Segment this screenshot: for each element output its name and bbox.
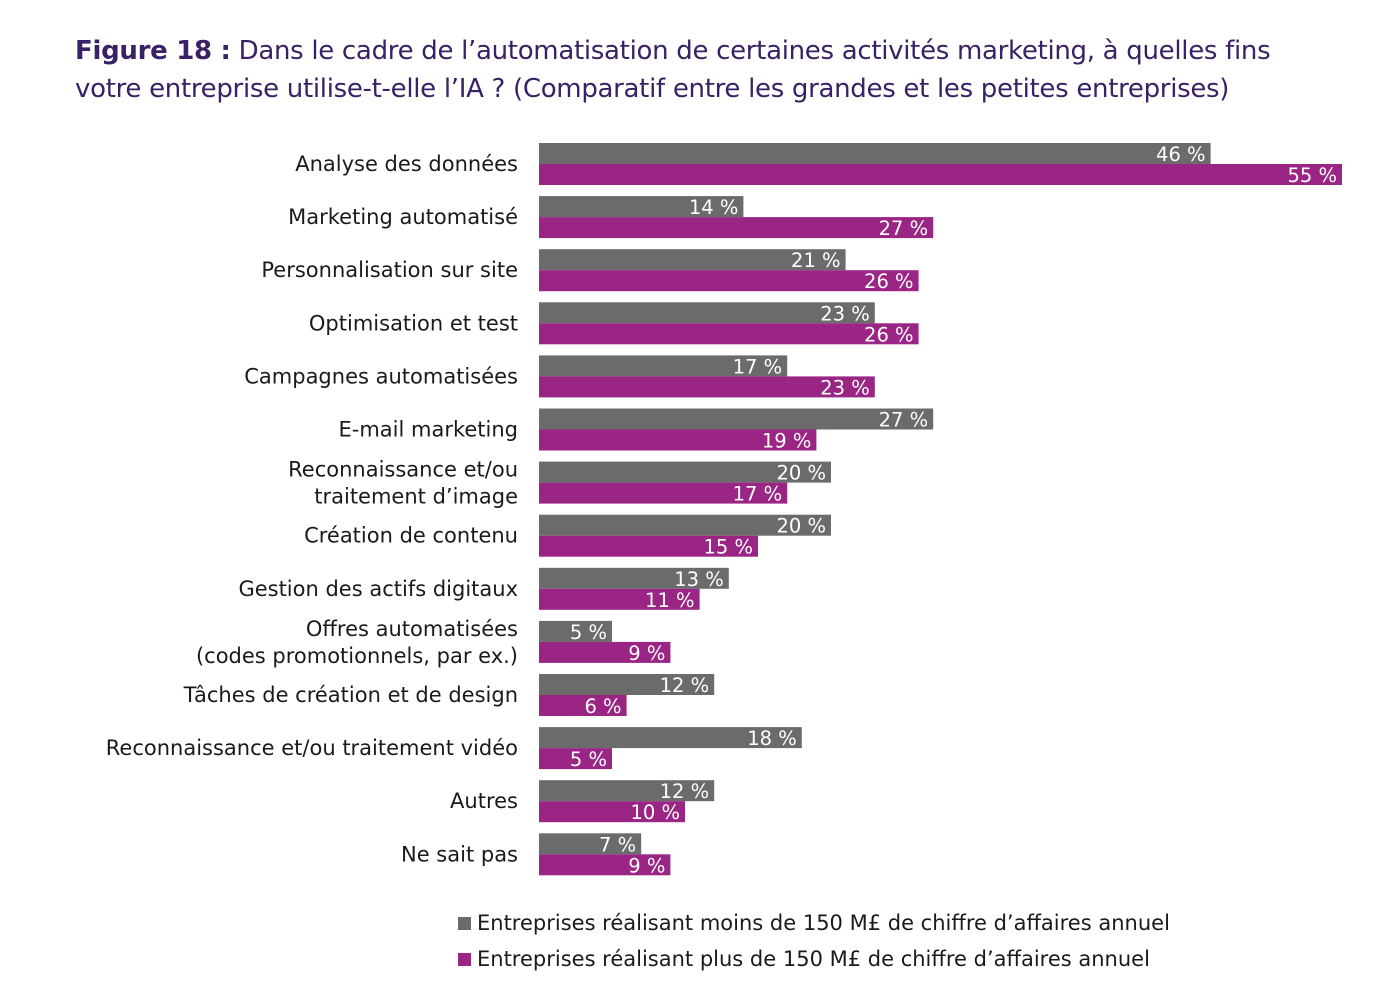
category-label: Gestion des actifs digitaux <box>238 577 518 601</box>
category-label: Tâches de création et de design <box>183 683 518 707</box>
figure-label: Figure 18 : <box>75 36 231 66</box>
title-text: Dans le cadre de l’automatisation de cer… <box>75 36 1271 104</box>
category-label: Optimisation et test <box>309 311 518 335</box>
data-label: 46 % <box>1156 143 1206 166</box>
data-label: 12 % <box>660 780 710 803</box>
legend-swatch-small <box>458 916 471 930</box>
legend-swatch-large <box>458 952 471 966</box>
bar-large-companies <box>539 482 788 504</box>
bar-large-companies <box>539 588 700 610</box>
bar-small-companies <box>539 196 744 218</box>
category-label: Reconnaissance et/ou traitement vidéo <box>106 736 518 760</box>
bar-large-companies <box>539 695 627 716</box>
bar-large-companies <box>539 429 817 451</box>
data-label: 55 % <box>1287 164 1337 187</box>
bar-chart: Analyse des données 46 % 55 % Marketing aut… <box>106 143 1342 877</box>
data-label: 26 % <box>864 323 914 346</box>
legend: Entreprises réalisant moins de 150 M£ de… <box>458 905 1170 977</box>
data-label: 14 % <box>689 196 739 219</box>
data-label: 20 % <box>776 515 826 538</box>
data-label: 11 % <box>645 589 695 612</box>
bar-large-companies <box>539 376 875 398</box>
bar-small-companies <box>539 727 802 749</box>
data-label: 7 % <box>599 833 636 856</box>
chart-title: Figure 18 : Dans le cadre de l’automatis… <box>75 32 1315 108</box>
bar-small-companies <box>539 249 846 271</box>
data-label: 27 % <box>879 409 929 432</box>
bar-small-companies <box>539 143 1211 164</box>
bar-large-companies <box>539 164 1342 185</box>
category-label: Reconnaissance et/ou traitement d’image <box>288 458 518 509</box>
bar-large-companies <box>539 270 919 292</box>
data-label: 15 % <box>703 536 753 559</box>
bar-small-companies <box>539 674 715 695</box>
bar-large-companies <box>539 323 919 345</box>
bar-small-companies <box>539 514 831 536</box>
bar-small-companies <box>539 408 934 430</box>
data-label: 20 % <box>776 462 826 485</box>
category-label: Création de contenu <box>304 524 518 548</box>
category-label: Marketing automatisé <box>288 205 518 229</box>
data-label: 19 % <box>762 430 812 453</box>
data-label: 5 % <box>570 748 607 771</box>
data-label: 10 % <box>630 801 680 824</box>
category-label: Ne sait pas <box>401 842 518 866</box>
bar-small-companies <box>539 620 612 642</box>
bar-small-companies <box>539 567 729 589</box>
bar-large-companies <box>539 641 671 663</box>
bar-large-companies <box>539 535 758 557</box>
data-label: 27 % <box>879 217 929 240</box>
bar-large-companies <box>539 801 685 823</box>
data-label: 21 % <box>791 249 841 272</box>
data-label: 18 % <box>747 727 797 750</box>
bar-small-companies <box>539 461 831 483</box>
legend-item-small: Entreprises réalisant moins de 150 M£ de… <box>458 905 1170 941</box>
category-label: Campagnes automatisées <box>244 364 518 388</box>
legend-label-large: Entreprises réalisant plus de 150 M£ de … <box>477 947 1150 971</box>
category-label: E-mail marketing <box>338 418 518 442</box>
data-label: 23 % <box>820 302 870 325</box>
bar-large-companies <box>539 854 671 876</box>
bar-large-companies <box>539 748 612 770</box>
bar-large-companies <box>539 217 934 239</box>
data-label: 9 % <box>628 642 665 665</box>
category-label: Analyse des données <box>295 152 518 176</box>
legend-item-large: Entreprises réalisant plus de 150 M£ de … <box>458 941 1170 977</box>
data-label: 23 % <box>820 376 870 399</box>
data-label: 13 % <box>674 568 724 591</box>
bar-small-companies <box>539 355 788 377</box>
data-label: 17 % <box>733 483 783 506</box>
data-label: 12 % <box>660 674 710 697</box>
category-label: Autres <box>450 789 518 813</box>
bar-small-companies <box>539 833 642 855</box>
bar-small-companies <box>539 302 875 324</box>
data-label: 5 % <box>570 621 607 644</box>
category-label: Personnalisation sur site <box>261 258 518 282</box>
data-label: 26 % <box>864 270 914 293</box>
bar-small-companies <box>539 780 715 802</box>
legend-label-small: Entreprises réalisant moins de 150 M£ de… <box>477 911 1170 935</box>
data-label: 9 % <box>628 854 665 877</box>
data-label: 6 % <box>584 695 621 718</box>
category-label: Offres automatisées (codes promotionnels,… <box>196 617 518 668</box>
data-label: 17 % <box>733 355 783 378</box>
